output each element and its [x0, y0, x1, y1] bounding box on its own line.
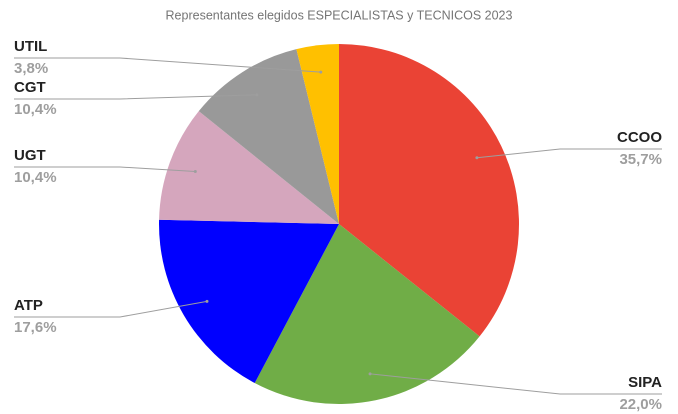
leader-line [14, 300, 208, 318]
pie-slice [159, 111, 339, 224]
slice-value-label: 17,6% [14, 319, 57, 336]
leader-line [476, 148, 662, 159]
slice-value-label: 3,8% [14, 60, 48, 77]
slice-value-label: 10,4% [14, 169, 57, 186]
chart-title: Representantes elegidos ESPECIALISTAS y … [166, 8, 513, 22]
slice-value-label: 35,7% [619, 151, 662, 168]
leader-dot [193, 169, 197, 173]
leader-dot [319, 70, 323, 74]
pie-slice [296, 44, 339, 224]
pie-slice [254, 224, 480, 404]
slice-value-label: 22,0% [619, 396, 662, 413]
pie-slice [159, 219, 339, 384]
leader-line [14, 94, 257, 100]
slice-label: SIPA [628, 374, 662, 391]
pie-slice [339, 44, 519, 337]
pie-slice [198, 49, 339, 224]
leader-line [14, 57, 321, 73]
leader-dot [368, 372, 372, 376]
leader-dot [475, 156, 479, 160]
slice-value-label: 10,4% [14, 101, 57, 118]
slice-label: UTIL [14, 38, 47, 55]
leader-line [14, 166, 196, 172]
leader-line [370, 373, 662, 395]
slice-label: CGT [14, 79, 46, 96]
leader-dot [205, 299, 209, 303]
slice-label: UGT [14, 147, 46, 164]
slice-label: ATP [14, 297, 43, 314]
leader-dot [255, 93, 259, 97]
slice-label: CCOO [617, 129, 662, 146]
